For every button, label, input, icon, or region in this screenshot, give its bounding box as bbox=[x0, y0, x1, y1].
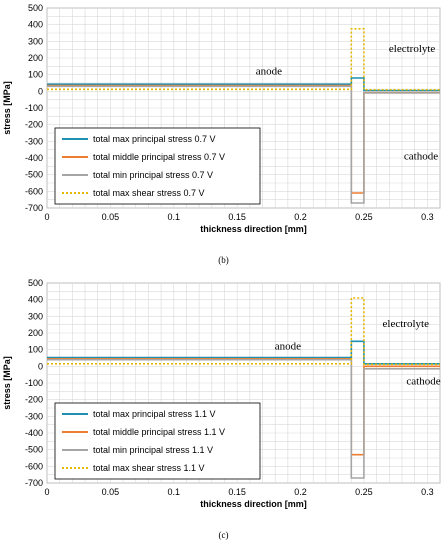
y-tick-label: 200 bbox=[28, 53, 43, 63]
chart-caption: (c) bbox=[218, 530, 229, 540]
chart-b: 500 400 300 200 100 0 -100 -200 -300 -400 -500 -600… bbox=[2, 3, 441, 234]
x-tick-label: 0 bbox=[44, 212, 49, 222]
y-tick-label: -700 bbox=[25, 203, 43, 213]
x-tick-label: 0.05 bbox=[102, 487, 120, 497]
legend-box bbox=[54, 402, 261, 480]
y-tick-label: 500 bbox=[28, 278, 43, 288]
legend-label: total min principal stress 0.7 V bbox=[93, 170, 213, 180]
x-axis-label: thickness direction [mm] bbox=[200, 224, 307, 234]
x-tick-label: 0.1 bbox=[168, 487, 181, 497]
legend-label: total min principal stress 1.1 V bbox=[93, 445, 213, 455]
x-tick-label: 0.25 bbox=[355, 487, 373, 497]
y-tick-label: -100 bbox=[25, 103, 43, 113]
legend-label: total max shear stress 0.7 V bbox=[93, 188, 205, 198]
annotation-label: anode bbox=[256, 66, 282, 78]
annotation-label: cathode bbox=[406, 376, 440, 388]
y-tick-label: -300 bbox=[25, 136, 43, 146]
y-tick-label: -700 bbox=[25, 478, 43, 488]
annotation-label: cathode bbox=[404, 151, 438, 163]
y-tick-label: -500 bbox=[25, 445, 43, 455]
y-tick-label: 300 bbox=[28, 311, 43, 321]
y-tick-label: 0 bbox=[38, 86, 43, 96]
legend-label: total max principal stress 0.7 V bbox=[93, 134, 216, 144]
y-tick-label: 0 bbox=[38, 361, 43, 371]
annotation-label: anode bbox=[275, 341, 301, 353]
x-tick-label: 0.3 bbox=[421, 212, 434, 222]
x-tick-label: 0.3 bbox=[421, 487, 434, 497]
x-tick-label: 0.1 bbox=[168, 212, 181, 222]
y-tick-label: -100 bbox=[25, 378, 43, 388]
y-tick-label: -200 bbox=[25, 120, 43, 130]
y-tick-label: 300 bbox=[28, 36, 43, 46]
chart-c: 500 400 300 200 100 0 -100 -200 -300 -400 -500 -600… bbox=[2, 278, 441, 509]
legend-label: total max shear stress 1.1 V bbox=[93, 463, 205, 473]
y-tick-label: -400 bbox=[25, 153, 43, 163]
y-tick-label: 100 bbox=[28, 345, 43, 355]
x-tick-label: 0.15 bbox=[228, 487, 246, 497]
chart-panel-c: 500 400 300 200 100 0 -100 -200 -300 -400 -500 -600… bbox=[0, 275, 447, 550]
series-line bbox=[47, 27, 440, 91]
y-tick-label: 400 bbox=[28, 295, 43, 305]
annotation-label: electrolyte bbox=[389, 43, 436, 55]
annotation-label: electrolyte bbox=[383, 318, 430, 330]
y-tick-label: 400 bbox=[28, 20, 43, 30]
y-tick-label: -300 bbox=[25, 411, 43, 421]
y-tick-label: 100 bbox=[28, 70, 43, 80]
x-tick-label: 0 bbox=[44, 487, 49, 497]
y-axis-label: stress [MPa] bbox=[2, 81, 12, 135]
legend-box bbox=[54, 127, 261, 205]
y-axis-label: stress [MPa] bbox=[2, 356, 12, 410]
x-axis-label: thickness direction [mm] bbox=[200, 499, 307, 509]
legend-label: total middle principal stress 1.1 V bbox=[93, 427, 225, 437]
chart-caption: (b) bbox=[218, 255, 229, 265]
chart-panel-b: 500 400 300 200 100 0 -100 -200 -300 -400 -500 -600… bbox=[2, 3, 441, 265]
y-tick-label: 200 bbox=[28, 328, 43, 338]
y-tick-label: -500 bbox=[25, 170, 43, 180]
series-line bbox=[47, 358, 440, 479]
series-line bbox=[47, 297, 440, 366]
y-tick-label: -400 bbox=[25, 428, 43, 438]
series-line bbox=[47, 85, 440, 204]
x-tick-label: 0.05 bbox=[102, 212, 120, 222]
y-tick-label: 500 bbox=[28, 3, 43, 13]
y-tick-label: -600 bbox=[25, 461, 43, 471]
y-tick-label: -600 bbox=[25, 186, 43, 196]
x-tick-label: 0.25 bbox=[355, 212, 373, 222]
legend-label: total middle principal stress 0.7 V bbox=[93, 152, 225, 162]
y-tick-label: -200 bbox=[25, 395, 43, 405]
x-tick-label: 0.2 bbox=[294, 487, 307, 497]
x-tick-label: 0.15 bbox=[228, 212, 246, 222]
series-line bbox=[47, 358, 440, 456]
series-line bbox=[47, 77, 440, 92]
legend-label: total max principal stress 1.1 V bbox=[93, 409, 216, 419]
x-tick-label: 0.2 bbox=[294, 212, 307, 222]
